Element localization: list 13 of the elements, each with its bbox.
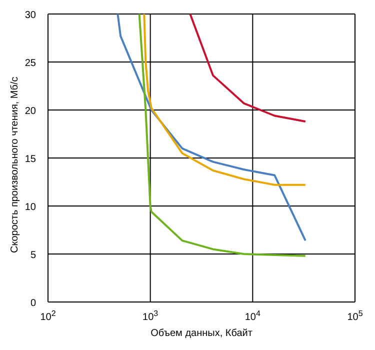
x-tick-label: 10$^{3}$	[142, 308, 159, 323]
y-tick-label: 25	[24, 58, 36, 69]
y-axis-title: Скорость произвольного чтения, Мб/с	[10, 76, 21, 253]
y-tick-label: 10	[24, 202, 36, 213]
x-axis-title: Объем данных, Кбайт	[150, 328, 253, 339]
x-tick-label: 10$^{5}$	[347, 308, 364, 323]
y-tick-label: 15	[24, 154, 36, 165]
y-tick-label: 0	[30, 298, 36, 309]
y-tick-label: 30	[24, 10, 36, 21]
x-tick-label: 10$^{2}$	[40, 308, 56, 323]
x-tick-label: 10$^{4}$	[244, 308, 262, 323]
y-tick-label: 5	[30, 250, 36, 261]
y-tick-label: 20	[24, 106, 36, 117]
